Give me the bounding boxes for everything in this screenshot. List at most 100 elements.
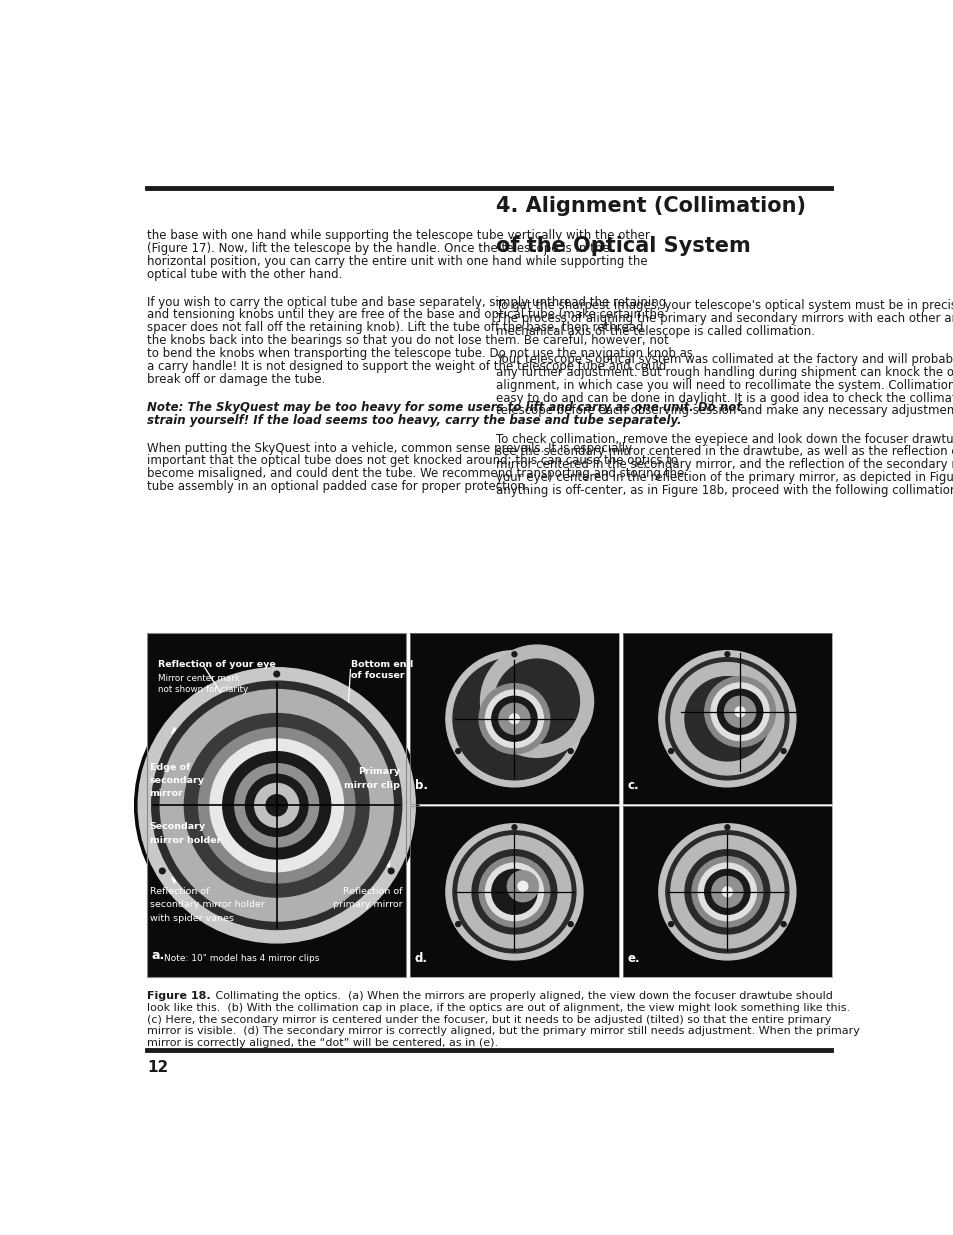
Ellipse shape [684, 677, 769, 761]
Text: optical tube with the other hand.: optical tube with the other hand. [147, 268, 342, 280]
Text: (c) Here, the secondary mirror is centered under the focuser, but it needs to be: (c) Here, the secondary mirror is center… [147, 1014, 831, 1025]
Ellipse shape [781, 921, 785, 926]
Ellipse shape [184, 714, 369, 897]
Ellipse shape [704, 869, 749, 914]
Ellipse shape [453, 831, 576, 953]
Text: Note: The SkyQuest may be too heavy for some users to lift and carry as one unit: Note: The SkyQuest may be too heavy for … [147, 400, 741, 414]
Text: Bottom end: Bottom end [351, 659, 413, 669]
Ellipse shape [210, 739, 343, 872]
Ellipse shape [568, 748, 573, 753]
Ellipse shape [456, 921, 460, 926]
Text: any further adjustment. But rough handling during shipment can knock the optics : any further adjustment. But rough handli… [496, 366, 953, 379]
Text: of the Optical System: of the Optical System [496, 236, 750, 256]
Ellipse shape [724, 652, 729, 657]
Ellipse shape [665, 831, 788, 953]
Ellipse shape [568, 921, 573, 926]
Ellipse shape [684, 850, 769, 934]
Ellipse shape [659, 824, 795, 960]
Ellipse shape [721, 887, 732, 897]
Text: e.: e. [627, 952, 639, 965]
Bar [410, 634, 618, 804]
Text: strain yourself! If the load seems too heavy, carry the base and tube separately: strain yourself! If the load seems too h… [147, 414, 681, 426]
Bar [410, 634, 618, 804]
Text: When putting the SkyQuest into a vehicle, common sense prevails. It is especiall: When putting the SkyQuest into a vehicle… [147, 442, 632, 454]
Text: If you wish to carry the optical tube and base separately, simply unthread the r: If you wish to carry the optical tube an… [147, 295, 666, 309]
Text: d.: d. [415, 952, 428, 965]
Ellipse shape [723, 697, 755, 727]
Text: see the secondary mirror centered in the drawtube, as well as the reflection of : see the secondary mirror centered in the… [496, 446, 953, 458]
Text: mirror: mirror [150, 789, 183, 798]
Text: easy to do and can be done in daylight. It is a good idea to check the collimati: easy to do and can be done in daylight. … [496, 391, 953, 405]
Text: spacer does not fall off the retaining knob). Lift the tube off the base, then r: spacer does not fall off the retaining k… [147, 321, 643, 335]
Ellipse shape [517, 882, 527, 892]
Text: not shown for clarity: not shown for clarity [158, 685, 249, 694]
Text: mirror is correctly aligned, the “dot” will be centered, as in (e).: mirror is correctly aligned, the “dot” w… [147, 1039, 498, 1049]
Ellipse shape [478, 857, 549, 927]
Text: Figure 18.: Figure 18. [147, 990, 211, 1000]
Ellipse shape [492, 869, 537, 914]
Ellipse shape [717, 689, 761, 735]
Ellipse shape [456, 748, 460, 753]
Bar [622, 634, 831, 804]
Bar [410, 806, 618, 977]
Text: of focuser: of focuser [351, 672, 404, 680]
Ellipse shape [781, 748, 785, 753]
Text: Reflection of: Reflection of [150, 887, 209, 897]
Ellipse shape [698, 863, 756, 920]
Ellipse shape [234, 763, 318, 847]
Bar [147, 634, 406, 977]
Text: Note: 10" model has 4 mirror clips: Note: 10" model has 4 mirror clips [164, 953, 318, 962]
Text: mirror clip: mirror clip [344, 781, 400, 789]
Text: Primary: Primary [357, 767, 400, 777]
Text: Edge of: Edge of [150, 762, 190, 772]
Ellipse shape [445, 651, 582, 787]
Ellipse shape [274, 672, 279, 677]
Ellipse shape [457, 836, 570, 948]
Ellipse shape [498, 703, 530, 735]
Text: mirror centered in the secondary mirror, and the reflection of the secondary mir: mirror centered in the secondary mirror,… [496, 458, 953, 472]
Bar [622, 634, 831, 804]
Ellipse shape [670, 836, 783, 948]
Ellipse shape [656, 648, 797, 789]
Ellipse shape [485, 690, 543, 747]
Text: look like this.  (b) With the collimation cap in place, if the optics are out of: look like this. (b) With the collimation… [147, 1003, 849, 1013]
Ellipse shape [472, 850, 557, 934]
Ellipse shape [512, 652, 517, 657]
Ellipse shape [659, 651, 795, 787]
Ellipse shape [656, 821, 797, 962]
Ellipse shape [152, 682, 401, 930]
Bar [147, 634, 406, 977]
Ellipse shape [668, 921, 673, 926]
Ellipse shape [453, 658, 576, 779]
Text: (Figure 17). Now, lift the telescope by the handle. Once the telescope is in the: (Figure 17). Now, lift the telescope by … [147, 242, 609, 254]
Text: telescope before each observing session and make any necessary adjustments.: telescope before each observing session … [496, 405, 953, 417]
Text: 12: 12 [147, 1061, 169, 1076]
Text: The process of aligning the primary and secondary mirrors with each other and wi: The process of aligning the primary and … [496, 312, 953, 325]
Text: To get the sharpest images, your telescope's optical system must be in precise a: To get the sharpest images, your telesco… [496, 299, 953, 312]
Text: with spider vanes: with spider vanes [150, 914, 233, 923]
Text: primary mirror: primary mirror [333, 900, 402, 909]
Text: the base with one hand while supporting the telescope tube vertically with the o: the base with one hand while supporting … [147, 228, 650, 242]
Text: c.: c. [627, 779, 639, 792]
Ellipse shape [670, 663, 783, 774]
Text: horizontal position, you can carry the entire unit with one hand while supportin: horizontal position, you can carry the e… [147, 254, 647, 268]
Ellipse shape [735, 706, 744, 716]
Ellipse shape [507, 871, 537, 902]
Ellipse shape [710, 683, 768, 741]
Ellipse shape [245, 774, 308, 836]
Bar [410, 806, 618, 977]
Text: Mirror center mark: Mirror center mark [158, 674, 240, 683]
Text: Collimating the optics.  (a) When the mirrors are properly aligned, the view dow: Collimating the optics. (a) When the mir… [212, 990, 832, 1000]
Text: anything is off-center, as in Figure 18b, proceed with the following collimation: anything is off-center, as in Figure 18b… [496, 484, 953, 496]
Ellipse shape [665, 658, 788, 779]
Ellipse shape [485, 863, 543, 920]
Text: important that the optical tube does not get knocked around; this can cause the : important that the optical tube does not… [147, 454, 678, 467]
Bar [622, 806, 831, 977]
Text: a carry handle! It is not designed to support the weight of the telescope tube a: a carry handle! It is not designed to su… [147, 359, 666, 373]
Text: a.: a. [151, 948, 164, 962]
Ellipse shape [159, 868, 165, 873]
Text: secondary mirror holder: secondary mirror holder [150, 900, 264, 909]
Ellipse shape [509, 714, 518, 724]
Ellipse shape [704, 677, 775, 747]
Ellipse shape [691, 857, 761, 927]
